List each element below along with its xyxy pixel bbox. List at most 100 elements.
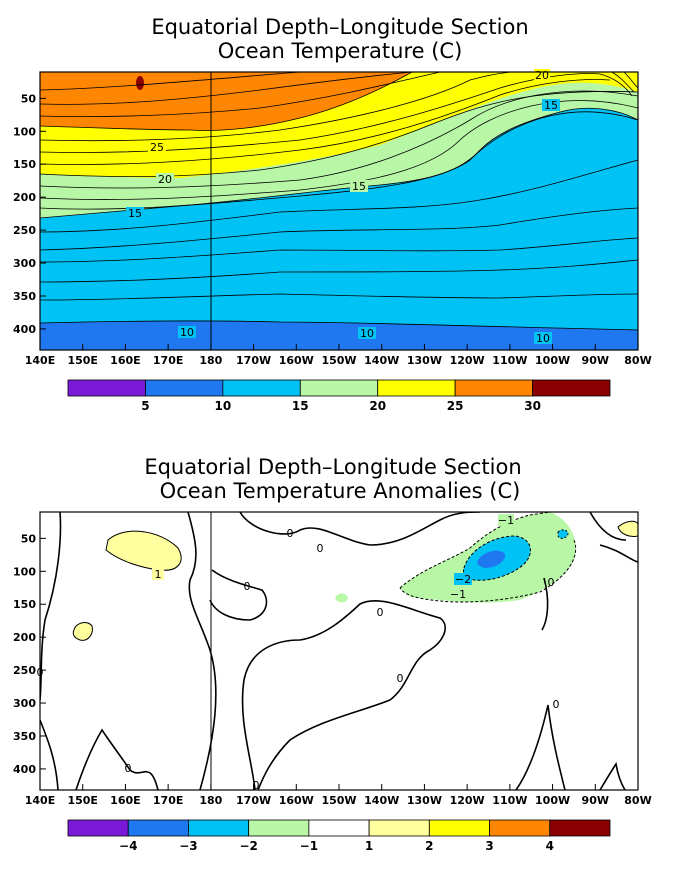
colorbar-label: 10 bbox=[215, 399, 232, 413]
y-tick-label: 150 bbox=[13, 598, 36, 611]
colorbar-label: 2 bbox=[425, 839, 433, 853]
x-tick-label: 140E bbox=[25, 354, 55, 367]
y-tick-label: 200 bbox=[13, 631, 36, 644]
x-tick-label: 170E bbox=[153, 354, 183, 367]
colorbar-label: 15 bbox=[292, 399, 309, 413]
contour-label: −1 bbox=[450, 588, 466, 601]
x-tick-label: 120W bbox=[450, 794, 485, 807]
x-tick-label: 170W bbox=[236, 354, 271, 367]
chart1-band-30plus bbox=[136, 76, 144, 90]
colorbar-label: −2 bbox=[239, 839, 257, 853]
y-tick-label: 300 bbox=[13, 257, 36, 270]
x-tick-label: 170W bbox=[236, 794, 271, 807]
y-tick-label: 50 bbox=[21, 532, 37, 545]
contour-label: 0 bbox=[397, 672, 404, 685]
x-tick-label: 160W bbox=[279, 794, 314, 807]
contour-label: −1 bbox=[498, 514, 514, 527]
colorbar-label: −3 bbox=[179, 839, 197, 853]
contour-label: 0 bbox=[548, 576, 555, 589]
colorbar-swatch bbox=[532, 379, 611, 397]
colorbar-swatch bbox=[67, 819, 129, 837]
contour-label: −2 bbox=[455, 573, 471, 586]
contour-label: 0 bbox=[377, 606, 384, 619]
y-tick-label: 150 bbox=[13, 158, 36, 171]
x-tick-label: 100W bbox=[535, 794, 570, 807]
x-tick-label: 90W bbox=[582, 354, 609, 367]
chart2-pos-anomaly-1 bbox=[105, 530, 182, 571]
chart1-axes: 140E 150E 160E 170E 180 170W 160W 150W 140W 130W 1… bbox=[13, 92, 652, 367]
y-tick-label: 250 bbox=[13, 224, 36, 237]
x-tick-label: 140W bbox=[364, 354, 399, 367]
colorbar-swatch bbox=[308, 819, 370, 837]
chart2-plot-area bbox=[40, 512, 638, 790]
colorbar-swatch bbox=[145, 379, 224, 397]
x-tick-label: 100W bbox=[535, 354, 570, 367]
chart2-pos-anomaly-3 bbox=[617, 520, 638, 537]
colorbar-swatch bbox=[299, 379, 379, 397]
chart2-contours bbox=[40, 512, 638, 790]
x-tick-label: 130W bbox=[407, 794, 442, 807]
x-tick-label: 120W bbox=[450, 354, 485, 367]
y-tick-label: 350 bbox=[13, 290, 36, 303]
colorbar-swatch bbox=[549, 819, 611, 837]
chart2-neg-anomaly-2-contour bbox=[399, 512, 577, 603]
contour-label: 20 bbox=[535, 69, 549, 82]
contour-label: 10 bbox=[536, 332, 550, 345]
chart1-colorbar: 5 10 15 20 25 30 bbox=[67, 379, 611, 413]
chart1-contours bbox=[40, 72, 638, 331]
contour-label: 0 bbox=[244, 580, 251, 593]
contour-label: 25 bbox=[150, 141, 164, 154]
x-tick-label: 110W bbox=[492, 354, 527, 367]
chart1-plot-area bbox=[40, 72, 638, 350]
x-tick-label: 150W bbox=[321, 354, 356, 367]
x-tick-label: 130W bbox=[407, 354, 442, 367]
colorbar-label: 30 bbox=[524, 399, 541, 413]
x-tick-label: 150E bbox=[67, 794, 97, 807]
chart2-title: Equatorial Depth–Longitude Section bbox=[144, 455, 521, 479]
colorbar-label: 25 bbox=[447, 399, 464, 413]
contour-label: 0 bbox=[253, 779, 260, 792]
chart2-contour-labels: 1 −1 −2 −1 0 0 0 0 0 0 0 0 0 0 bbox=[37, 514, 560, 792]
colorbar-swatch bbox=[248, 819, 310, 837]
contour-label: 0 bbox=[317, 542, 324, 555]
x-tick-label: 80W bbox=[624, 794, 651, 807]
y-tick-label: 100 bbox=[13, 565, 36, 578]
x-tick-label: 90W bbox=[582, 794, 609, 807]
chart2-colorbar: −4 −3 −2 −1 1 2 3 4 bbox=[67, 819, 611, 853]
y-tick-label: 250 bbox=[13, 664, 36, 677]
colorbar-label: −4 bbox=[119, 839, 137, 853]
x-tick-label: 140E bbox=[25, 794, 55, 807]
contour-label: 10 bbox=[360, 327, 374, 340]
x-tick-label: 170E bbox=[153, 794, 183, 807]
x-tick-label: 150E bbox=[67, 354, 97, 367]
contour-label: 15 bbox=[128, 207, 142, 220]
colorbar-swatch bbox=[377, 379, 456, 397]
colorbar-swatch bbox=[428, 819, 490, 837]
contour-label: 0 bbox=[125, 762, 132, 775]
colorbar-swatch bbox=[454, 379, 533, 397]
x-tick-label: 80W bbox=[624, 354, 651, 367]
colorbar-swatch bbox=[368, 819, 430, 837]
y-tick-label: 350 bbox=[13, 730, 36, 743]
chart1-contour-labels: 20 15 25 20 15 15 10 10 10 bbox=[126, 69, 560, 345]
chart1-title: Equatorial Depth–Longitude Section bbox=[151, 15, 528, 39]
contour-label: 10 bbox=[180, 326, 194, 339]
contour-label: 15 bbox=[352, 180, 366, 193]
colorbar-swatch bbox=[67, 379, 146, 397]
colorbar-swatch bbox=[222, 379, 301, 397]
chart2-pos-anomaly-2 bbox=[72, 622, 93, 641]
y-tick-label: 200 bbox=[13, 191, 36, 204]
colorbar-label: 5 bbox=[141, 399, 149, 413]
colorbar-swatch bbox=[489, 819, 551, 837]
contour-label: 0 bbox=[287, 527, 294, 540]
colorbar-label: 4 bbox=[546, 839, 554, 853]
colorbar-label: 20 bbox=[369, 399, 386, 413]
y-tick-label: 50 bbox=[21, 92, 37, 105]
y-tick-label: 400 bbox=[13, 323, 36, 336]
y-tick-label: 100 bbox=[13, 125, 36, 138]
colorbar-swatch bbox=[188, 819, 250, 837]
y-tick-label: 400 bbox=[13, 763, 36, 776]
chart2-axes: 140E 150E 160E 170E 180 170W 160W 150W 140W 130W 1… bbox=[13, 532, 652, 807]
x-tick-label: 110W bbox=[492, 794, 527, 807]
